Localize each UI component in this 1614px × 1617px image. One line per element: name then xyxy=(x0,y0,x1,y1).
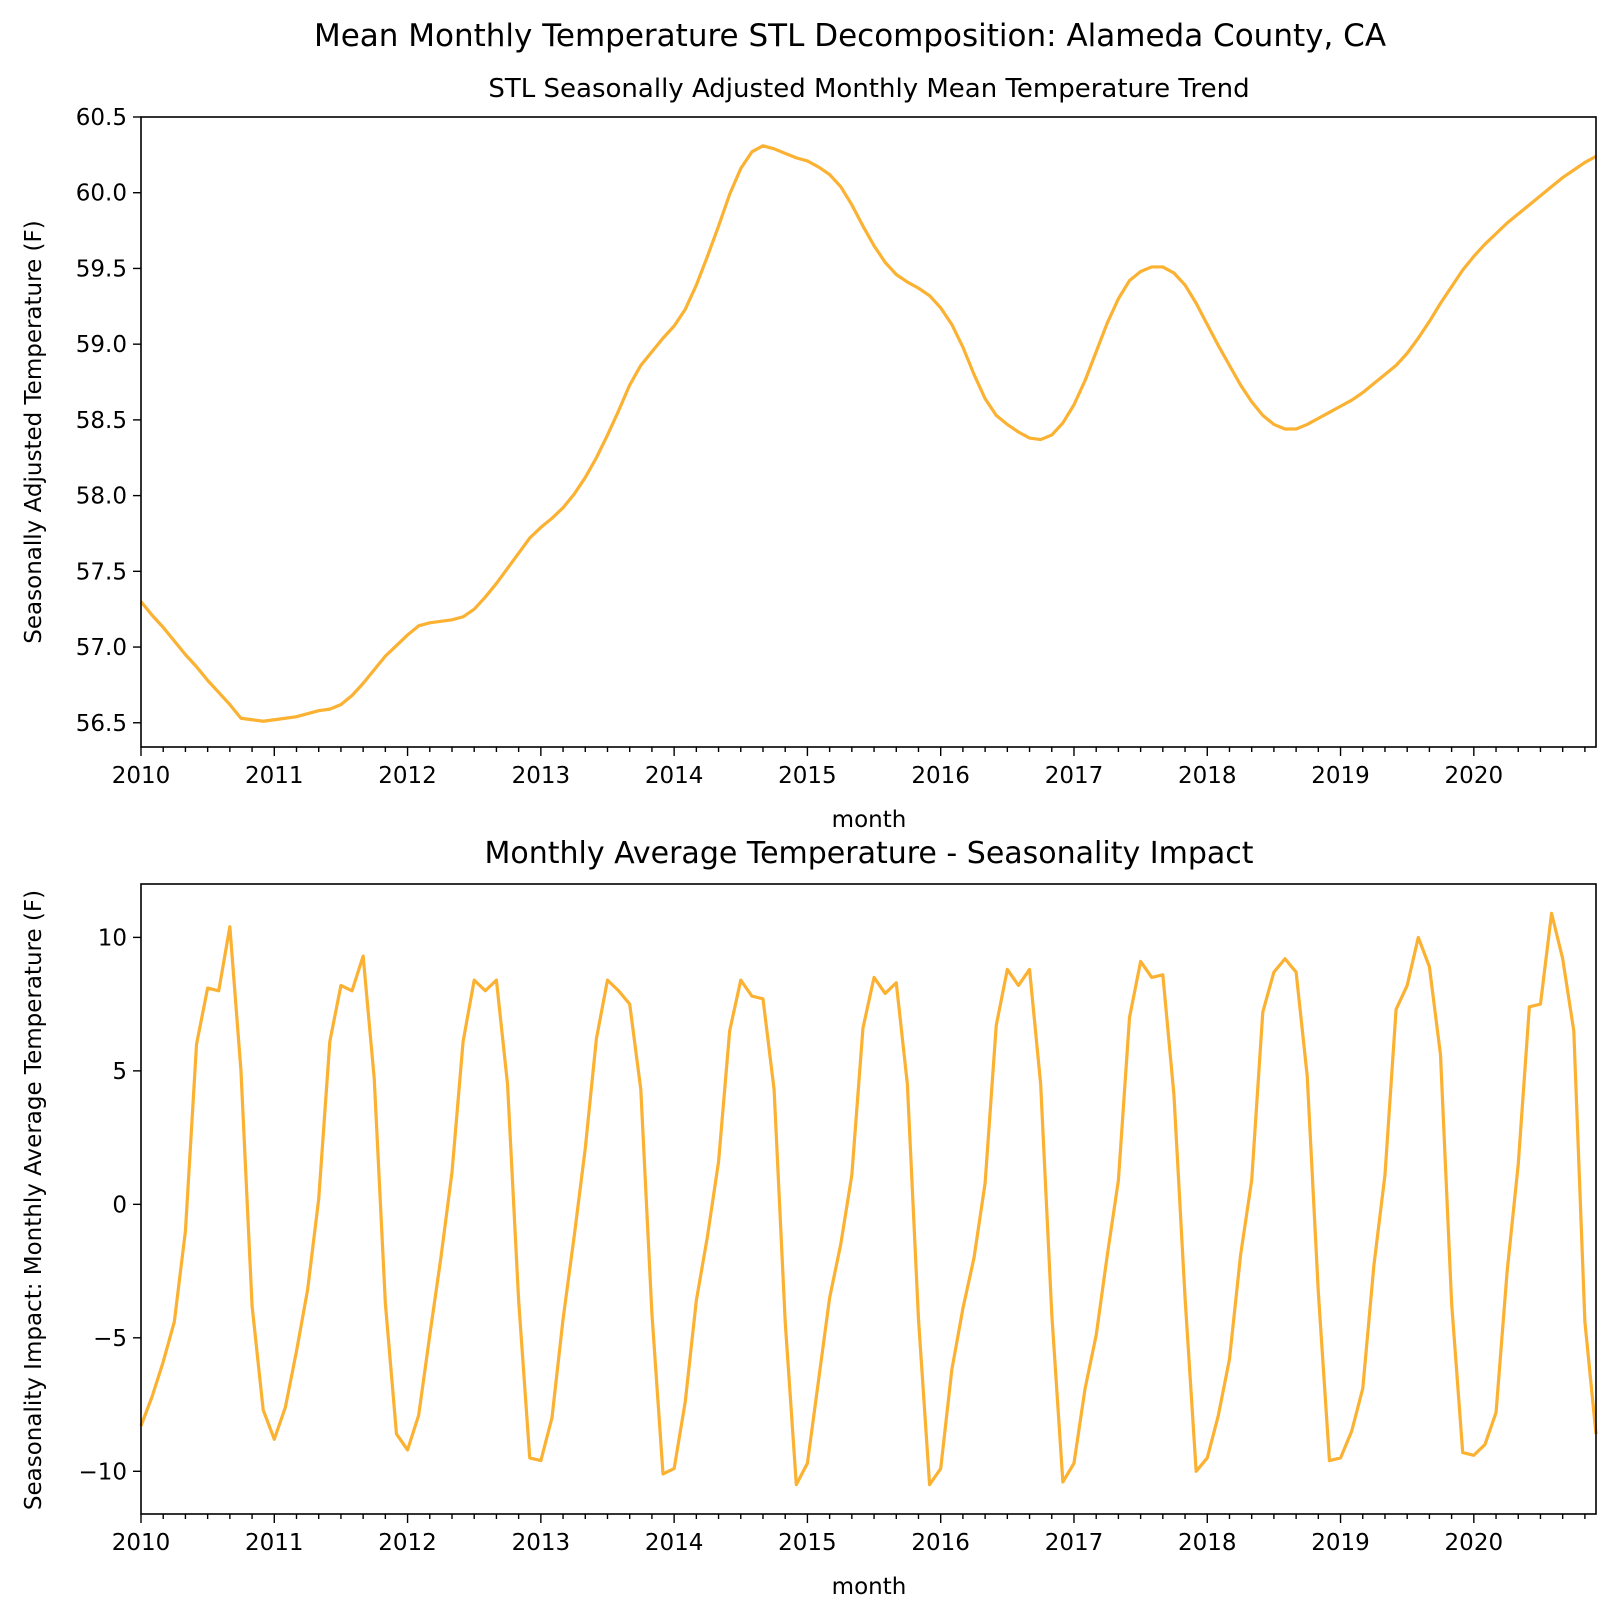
trend-x-tick-label: 2011 xyxy=(245,763,304,789)
seasonality-panel-title: Monthly Average Temperature - Seasonalit… xyxy=(484,836,1253,871)
seasonality-x-tick-label: 2013 xyxy=(512,1530,571,1556)
trend-y-tick-label: 58.5 xyxy=(76,408,127,434)
seasonality-x-tick-label: 2018 xyxy=(1178,1530,1237,1556)
trend-y-tick-label: 59.5 xyxy=(76,256,127,282)
trend-x-tick-label: 2019 xyxy=(1311,763,1370,789)
trend-y-tick-label: 57.0 xyxy=(76,635,127,661)
trend-panel-title: STL Seasonally Adjusted Monthly Mean Tem… xyxy=(488,74,1249,104)
seasonality-x-tick-label: 2017 xyxy=(1045,1530,1104,1556)
trend-x-tick-label: 2012 xyxy=(378,763,437,789)
trend-x-axis: 2010 2011 2012 2013 2014 2015 2016 2017 2018 2019… xyxy=(112,747,1586,789)
trend-y-tick-label: 59.0 xyxy=(76,332,127,358)
trend-series-line xyxy=(139,144,1597,723)
trend-y-tick-label: 60.5 xyxy=(76,105,127,131)
seasonality-x-tick-label: 2015 xyxy=(778,1530,837,1556)
trend-x-axis-label: month xyxy=(832,807,907,833)
trend-y-axis-label: Seasonally Adjusted Temperature (F) xyxy=(21,220,47,643)
seasonality-panel: Monthly Average Temperature - Seasonalit… xyxy=(21,836,1598,1600)
trend-x-tick-label: 2016 xyxy=(911,763,970,789)
trend-y-tick-label: 57.5 xyxy=(76,559,127,585)
trend-y-axis: 56.5 57.0 57.5 58.0 58.5 59.0 59.5 60.0 60.5 xyxy=(76,105,141,737)
trend-x-tick-label: 2020 xyxy=(1445,763,1504,789)
seasonality-y-tick-label: −10 xyxy=(78,1459,127,1485)
trend-x-tick-label: 2013 xyxy=(512,763,571,789)
seasonality-y-axis-label: Seasonality Impact: Monthly Average Temp… xyxy=(21,890,47,1510)
trend-panel: STL Seasonally Adjusted Monthly Mean Tem… xyxy=(21,74,1597,833)
seasonality-x-axis: 2010 2011 2012 2013 2014 2015 2016 2017 2018 2019… xyxy=(112,1514,1586,1556)
trend-y-tick-label: 60.0 xyxy=(76,181,127,207)
seasonality-y-tick-label: 5 xyxy=(112,1059,127,1085)
seasonality-y-tick-label: −5 xyxy=(93,1326,127,1352)
seasonality-x-tick-label: 2010 xyxy=(112,1530,171,1556)
seasonality-x-tick-label: 2016 xyxy=(911,1530,970,1556)
trend-x-tick-label: 2010 xyxy=(112,763,171,789)
seasonality-x-tick-label: 2014 xyxy=(645,1530,704,1556)
trend-x-tick-label: 2014 xyxy=(645,763,704,789)
seasonality-line-layer xyxy=(139,911,1598,1487)
trend-x-tick-label: 2018 xyxy=(1178,763,1237,789)
figure-suptitle: Mean Monthly Temperature STL Decompositi… xyxy=(314,18,1386,54)
seasonality-y-tick-label: 10 xyxy=(98,925,127,951)
seasonality-x-tick-label: 2012 xyxy=(378,1530,437,1556)
seasonality-y-axis: −10 −5 0 5 10 xyxy=(78,925,141,1485)
seasonality-x-tick-label: 2019 xyxy=(1311,1530,1370,1556)
seasonality-x-tick-label: 2011 xyxy=(245,1530,304,1556)
seasonality-y-tick-label: 0 xyxy=(112,1192,127,1218)
trend-x-tick-label: 2015 xyxy=(778,763,837,789)
trend-x-tick-label: 2017 xyxy=(1045,763,1104,789)
seasonality-series-line xyxy=(139,911,1598,1487)
trend-y-tick-label: 56.5 xyxy=(76,711,127,737)
seasonality-x-tick-label: 2020 xyxy=(1445,1530,1504,1556)
trend-plot-frame xyxy=(140,116,1597,748)
trend-y-tick-label: 58.0 xyxy=(76,484,127,510)
trend-line-layer xyxy=(139,144,1597,723)
seasonality-plot-frame xyxy=(140,883,1597,1515)
seasonality-x-axis-label: month xyxy=(832,1574,907,1600)
